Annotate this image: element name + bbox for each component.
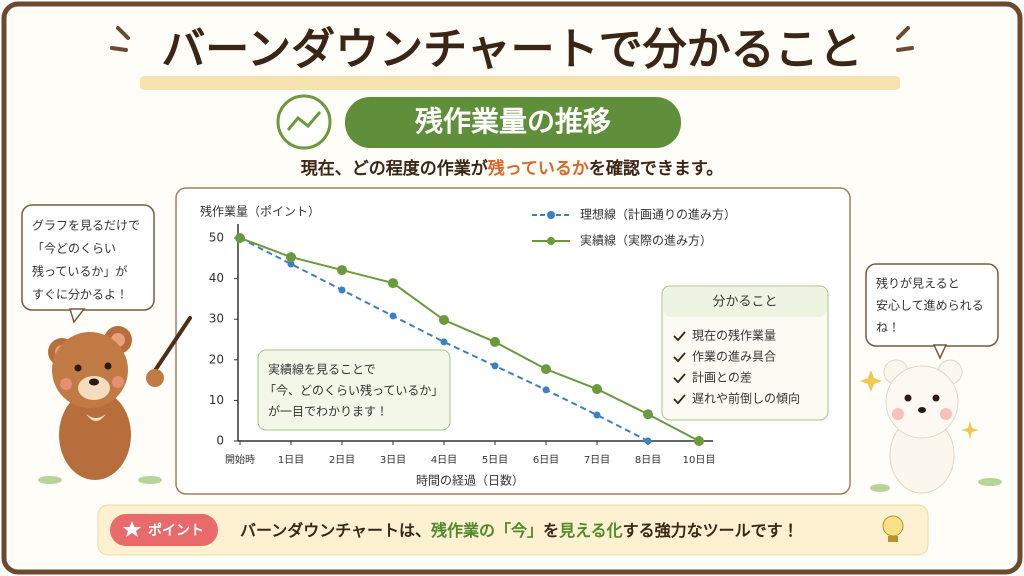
data-point bbox=[694, 436, 704, 446]
insight-item: 計画との差 bbox=[692, 370, 752, 385]
chart: 残作業量（ポイント） 時間の経過（日数） 0 10 20 30 40 50 開始時 1日目 2日目 3… bbox=[200, 205, 736, 488]
insight-item: 遅れや前倒しの傾向 bbox=[692, 391, 800, 406]
legend-label: 実績線（実際の進み方） bbox=[580, 233, 712, 248]
y-tick-label: 0 bbox=[216, 434, 224, 448]
x-tick-label: 6日目 bbox=[533, 455, 559, 466]
insights-box bbox=[661, 285, 829, 421]
data-point bbox=[491, 362, 499, 370]
x-tick-label: 開始時 bbox=[225, 453, 255, 466]
white-bear bbox=[860, 359, 1002, 494]
callout-line: が一目でわかります！ bbox=[268, 404, 388, 419]
footer-part: する強力なツールです！ bbox=[623, 521, 799, 540]
subtitle: 現在、どの程度の作業が残っているかを確認できます。 bbox=[301, 158, 723, 179]
insight-item: 現在の残作業量 bbox=[692, 329, 776, 343]
data-point bbox=[389, 312, 397, 320]
x-axis-label: 時間の経過（日数） bbox=[416, 473, 524, 488]
subtitle-part: を確認できます。 bbox=[589, 158, 723, 179]
title-highlight bbox=[140, 76, 900, 90]
bubble-line: すぐに分かるよ！ bbox=[32, 288, 128, 302]
section-title: 残作業量の推移 bbox=[414, 105, 611, 138]
y-tick-label: 10 bbox=[209, 393, 224, 407]
bubble-line: ね！ bbox=[876, 321, 900, 335]
legend-marker bbox=[547, 237, 555, 245]
bubble-tail bbox=[68, 308, 86, 324]
footer-highlight: 見える化 bbox=[558, 521, 623, 540]
y-tick-label: 40 bbox=[209, 271, 224, 285]
data-point bbox=[644, 437, 652, 445]
y-tick-label: 50 bbox=[209, 231, 224, 245]
bubble-line: 安心して進められる bbox=[876, 299, 984, 313]
data-point bbox=[287, 260, 295, 268]
insights-title: 分かること bbox=[712, 295, 777, 310]
section-pill bbox=[345, 97, 681, 148]
legend-label: 理想線（計画通りの進み方） bbox=[580, 207, 736, 222]
data-point bbox=[388, 278, 398, 289]
title: バーンダウンチャートで分かること bbox=[161, 24, 862, 75]
x-tick-label: 8日目 bbox=[635, 455, 661, 466]
check-icon bbox=[673, 352, 686, 363]
bubble-line: 残りが見えると bbox=[876, 276, 960, 291]
bubble-line: 残っているか」が bbox=[32, 264, 127, 279]
data-point bbox=[643, 409, 653, 420]
check-icon bbox=[673, 331, 686, 342]
x-tick-label: 4日目 bbox=[431, 455, 457, 466]
x-tick-label: 5日目 bbox=[482, 455, 508, 466]
bubble-line: 「今どのくらい bbox=[32, 241, 116, 256]
data-point bbox=[490, 336, 500, 347]
insight-item: 作業の進み具合 bbox=[692, 350, 776, 364]
y-tick-label: 20 bbox=[209, 352, 224, 366]
x-tick-label: 3日目 bbox=[380, 455, 406, 466]
bubble-line: グラフを見るだけで bbox=[32, 219, 140, 233]
data-point bbox=[593, 411, 601, 419]
section-icon-line bbox=[286, 111, 322, 131]
callout-box bbox=[257, 349, 451, 431]
footer-highlight: 残作業の「今」 bbox=[430, 521, 543, 540]
bulb-icon bbox=[882, 515, 904, 542]
x-tick-label: 1日目 bbox=[278, 455, 304, 466]
brown-bear bbox=[38, 316, 192, 484]
badge-star bbox=[123, 521, 141, 537]
x-tick-label: 2日目 bbox=[329, 455, 355, 466]
insights-header bbox=[663, 287, 827, 317]
data-point bbox=[439, 315, 449, 326]
subtitle-highlight: 残っているか bbox=[487, 158, 589, 179]
subtitle-part: 現在、どの程度の作業が bbox=[301, 158, 488, 179]
bubble-tail bbox=[932, 344, 948, 360]
data-point bbox=[541, 364, 551, 375]
check-icon bbox=[673, 394, 686, 405]
x-tick-label: 7日目 bbox=[584, 455, 610, 466]
series-line bbox=[239, 237, 700, 442]
footer-text: バーンダウンチャートは、残作業の「今」を見える化する強力なツールです！ bbox=[240, 521, 799, 540]
data-point bbox=[440, 338, 448, 346]
title-decoration bbox=[110, 26, 914, 52]
x-tick-label: 10日目 bbox=[683, 455, 716, 466]
speech-bubble bbox=[865, 263, 999, 347]
y-tick-label: 30 bbox=[209, 312, 224, 326]
data-point bbox=[337, 265, 347, 276]
footer-part: バーンダウンチャートは、 bbox=[240, 521, 431, 540]
data-point bbox=[338, 286, 346, 294]
badge-text: ポイント bbox=[148, 522, 204, 539]
legend-marker bbox=[547, 211, 555, 219]
callout-line: 「今、どのくらい残っているか」 bbox=[264, 383, 443, 398]
y-axis-label: 残作業量（ポイント） bbox=[200, 205, 320, 219]
footer-banner bbox=[97, 504, 929, 556]
check-icon bbox=[673, 373, 686, 384]
data-point bbox=[235, 233, 245, 243]
speech-bubble bbox=[21, 204, 155, 311]
data-point bbox=[592, 384, 602, 395]
footer-part: を bbox=[543, 521, 559, 540]
footer-badge bbox=[110, 514, 218, 546]
callout-line: 実績線を見ることで bbox=[268, 362, 376, 377]
data-point bbox=[286, 252, 296, 263]
data-point bbox=[542, 386, 550, 394]
